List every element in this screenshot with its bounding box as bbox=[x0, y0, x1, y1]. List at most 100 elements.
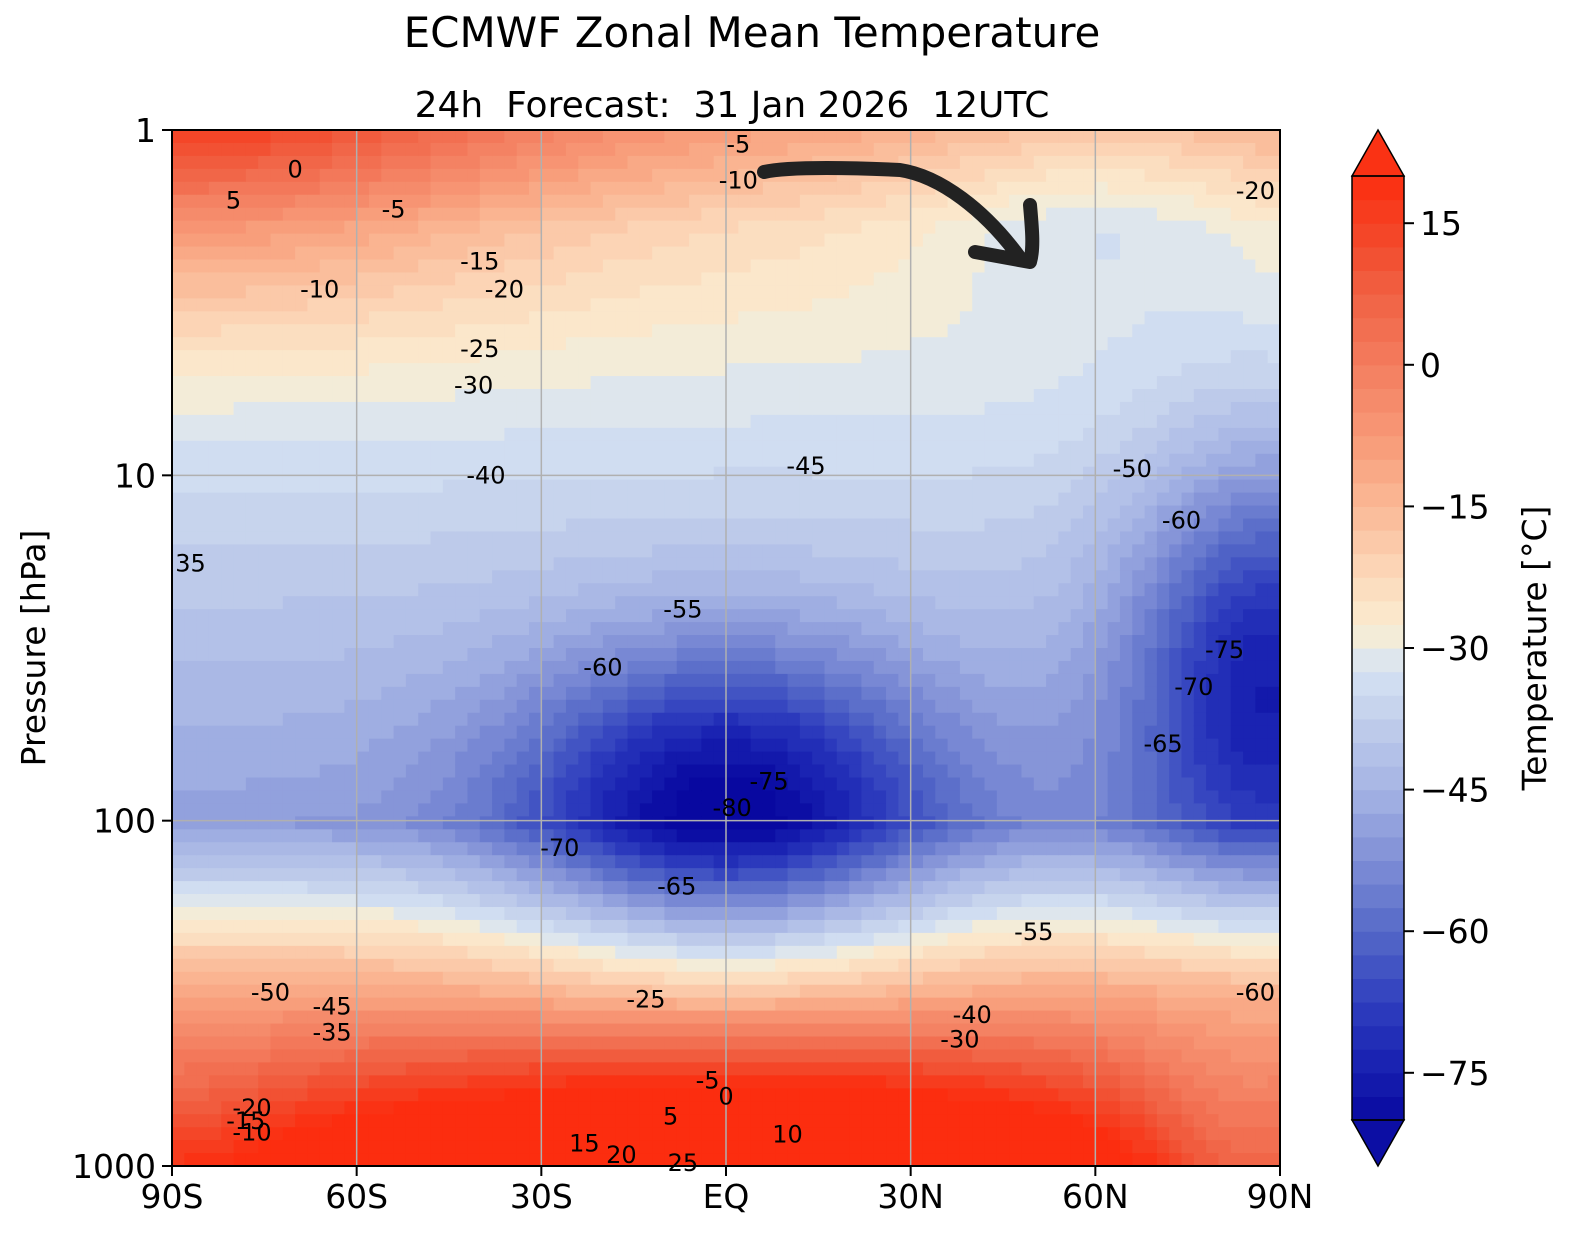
field-cell bbox=[726, 1023, 739, 1038]
field-cell bbox=[836, 855, 850, 869]
field-cell bbox=[381, 233, 395, 248]
field-cell bbox=[615, 997, 629, 1012]
field-cell bbox=[295, 298, 309, 312]
field-cell bbox=[319, 738, 333, 753]
field-cell bbox=[886, 894, 899, 908]
field-cell bbox=[676, 298, 690, 312]
field-cell bbox=[738, 194, 752, 209]
field-cell bbox=[442, 1010, 456, 1025]
field-cell bbox=[886, 1075, 899, 1089]
field-cell bbox=[295, 971, 309, 986]
field-cell bbox=[922, 686, 936, 701]
field-cell bbox=[307, 557, 321, 571]
field-cell bbox=[578, 272, 592, 286]
field-cell bbox=[922, 816, 936, 830]
field-cell bbox=[676, 855, 690, 869]
field-cell bbox=[430, 919, 444, 934]
field-cell bbox=[676, 246, 690, 261]
field-cell bbox=[405, 699, 419, 714]
field-cell bbox=[332, 1049, 345, 1063]
field-cell bbox=[652, 570, 666, 584]
field-cell bbox=[713, 842, 727, 856]
field-cell bbox=[295, 635, 309, 649]
field-cell bbox=[282, 130, 296, 144]
field-cell bbox=[799, 1023, 813, 1038]
field-cell bbox=[726, 764, 739, 779]
field-cell bbox=[689, 427, 702, 442]
field-cell bbox=[319, 1101, 333, 1115]
field-cell bbox=[799, 181, 813, 196]
field-cell bbox=[639, 492, 653, 507]
field-cell bbox=[455, 401, 469, 416]
field-cell bbox=[455, 919, 469, 934]
field-cell bbox=[676, 505, 690, 520]
field-cell bbox=[368, 790, 382, 804]
field-cell bbox=[504, 389, 518, 403]
field-cell bbox=[516, 453, 530, 468]
field-cell bbox=[332, 997, 345, 1012]
field-cell bbox=[332, 842, 345, 856]
field-cell bbox=[479, 816, 493, 830]
field-cell bbox=[565, 376, 579, 390]
field-cell bbox=[442, 285, 456, 299]
field-cell bbox=[689, 894, 702, 908]
field-cell bbox=[368, 842, 382, 856]
field-cell bbox=[258, 1023, 272, 1038]
field-cell bbox=[738, 622, 752, 636]
field-cell bbox=[455, 855, 469, 869]
field-cell bbox=[467, 971, 481, 986]
field-cell bbox=[824, 945, 838, 960]
field-cell bbox=[356, 298, 370, 312]
field-cell bbox=[824, 738, 838, 753]
field-cell bbox=[368, 660, 382, 675]
field-cell bbox=[689, 1101, 702, 1115]
field-cell bbox=[689, 570, 702, 584]
field-cell bbox=[812, 790, 826, 804]
field-cell bbox=[701, 337, 715, 351]
field-cell bbox=[849, 259, 863, 274]
field-cell bbox=[664, 544, 678, 558]
field-cell bbox=[615, 919, 629, 934]
field-cell bbox=[689, 142, 702, 157]
field-cell bbox=[886, 1062, 899, 1076]
field-cell bbox=[233, 285, 247, 299]
field-cell bbox=[652, 945, 666, 960]
field-cell bbox=[689, 699, 702, 714]
field-cell bbox=[627, 401, 641, 416]
field-cell bbox=[282, 1101, 296, 1115]
field-cell bbox=[689, 660, 702, 675]
field-cell bbox=[344, 350, 358, 364]
field-cell bbox=[208, 311, 222, 325]
field-cell bbox=[615, 829, 629, 843]
field-cell bbox=[886, 1127, 899, 1141]
field-cell bbox=[627, 337, 641, 351]
field-cell bbox=[393, 466, 407, 481]
field-cell bbox=[541, 194, 555, 209]
field-cell bbox=[701, 194, 715, 209]
field-cell bbox=[676, 207, 690, 222]
field-cell bbox=[282, 712, 296, 727]
field-cell bbox=[270, 479, 284, 494]
field-cell bbox=[295, 738, 309, 753]
field-cell bbox=[418, 712, 432, 727]
field-cell bbox=[676, 324, 690, 338]
field-cell bbox=[713, 816, 727, 830]
field-cell bbox=[590, 1023, 604, 1038]
field-cell bbox=[258, 401, 272, 416]
field-cell bbox=[541, 440, 555, 455]
field-cell bbox=[282, 544, 296, 558]
field-cell bbox=[442, 531, 456, 545]
field-cell bbox=[541, 324, 555, 338]
field-cell bbox=[738, 816, 752, 830]
field-cell bbox=[824, 570, 838, 584]
field-cell bbox=[824, 142, 838, 157]
field-cell bbox=[258, 168, 272, 183]
field-cell bbox=[652, 1010, 666, 1025]
field-cell bbox=[529, 324, 542, 338]
field-cell bbox=[504, 958, 518, 973]
field-cell bbox=[750, 1036, 764, 1051]
field-cell bbox=[184, 803, 198, 817]
field-cell bbox=[849, 337, 863, 351]
field-cell bbox=[553, 337, 567, 351]
field-cell bbox=[541, 855, 555, 869]
